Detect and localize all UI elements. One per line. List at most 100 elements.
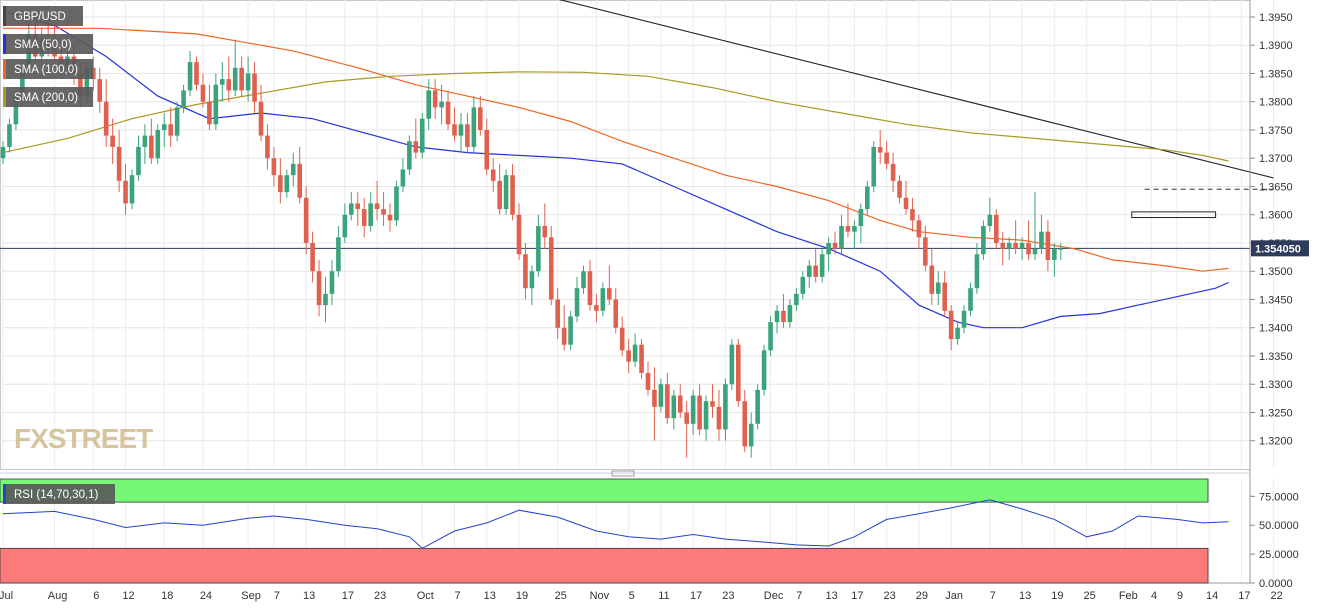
candle-body: [665, 384, 670, 419]
legend-swatch: [3, 6, 6, 26]
candle: [310, 231, 315, 283]
candle: [419, 113, 425, 159]
candle: [490, 158, 496, 193]
candle: [626, 339, 631, 373]
candle-body: [529, 271, 535, 289]
x-tick-label: Nov: [590, 590, 610, 602]
candle: [484, 118, 490, 176]
candle: [478, 96, 483, 136]
candle: [994, 209, 999, 249]
candle: [232, 39, 238, 97]
rsi-legend-box: [3, 484, 115, 504]
candle-body: [490, 169, 496, 181]
candle: [271, 146, 277, 187]
candle-body: [478, 107, 483, 130]
candle-body: [736, 344, 741, 402]
candle: [677, 384, 683, 419]
candle: [981, 220, 986, 260]
candle: [968, 282, 973, 317]
candle-body: [897, 180, 902, 198]
candle: [594, 293, 599, 323]
candle-body: [910, 209, 915, 221]
candle-body: [613, 299, 619, 328]
x-tick-label: 13: [303, 590, 315, 602]
candle-body: [342, 214, 348, 238]
candle-body: [981, 226, 986, 255]
candle-body: [103, 101, 109, 136]
x-tick-label: Sep: [241, 590, 261, 602]
candle: [697, 384, 702, 436]
candle-body: [639, 344, 644, 373]
candle: [239, 56, 244, 97]
rsi-legend-entry: RSI (14,70,30,1): [3, 484, 115, 504]
candle-body: [252, 73, 257, 102]
x-tick-label: 25: [1083, 590, 1095, 602]
candle-body: [432, 90, 438, 108]
candle-body: [349, 203, 354, 215]
x-tick-label: 17: [690, 590, 702, 602]
candle-body: [832, 242, 838, 249]
candle: [845, 203, 851, 238]
y-tick-label: 1.3650: [1259, 181, 1293, 193]
candle-body: [207, 101, 212, 125]
candle-body: [794, 293, 799, 306]
candle: [574, 276, 580, 323]
sma-line: [2, 10, 1229, 329]
candle: [813, 248, 818, 283]
candle: [613, 288, 619, 334]
candle-body: [903, 197, 909, 210]
candle-body: [948, 310, 954, 340]
legend-box: [3, 34, 93, 54]
candle-body: [729, 344, 735, 385]
candle: [432, 79, 438, 119]
candle-body: [542, 226, 548, 238]
y-tick-label: 1.3800: [1259, 97, 1293, 109]
x-tick-label: 6: [93, 590, 99, 602]
candle: [349, 192, 354, 221]
candle-body: [561, 327, 567, 345]
rsi-line: [2, 499, 1229, 549]
candle-body: [748, 423, 754, 447]
candle: [91, 56, 96, 91]
candle-body: [761, 350, 767, 390]
candle-body: [465, 124, 470, 147]
candle-body: [961, 310, 967, 328]
y-tick-label: 1.3850: [1259, 68, 1293, 80]
candle: [439, 84, 444, 125]
candle: [987, 197, 993, 232]
candle: [736, 339, 741, 407]
candle-body: [1032, 248, 1038, 255]
candle-body: [652, 389, 657, 407]
candle-body: [955, 327, 960, 340]
candle: [806, 259, 812, 289]
candle-body: [149, 135, 154, 159]
candle-body: [394, 186, 399, 221]
candle-body: [619, 327, 625, 351]
x-tick-label: 19: [516, 590, 528, 602]
candle: [1000, 231, 1006, 266]
candle: [336, 226, 341, 277]
candle: [658, 378, 664, 413]
candle: [865, 180, 870, 215]
x-tick-label: 4: [1151, 590, 1157, 602]
x-tick-label: 11: [658, 590, 669, 602]
candle: [110, 118, 115, 164]
candle: [607, 265, 612, 306]
candle: [284, 169, 290, 198]
candle-body: [568, 316, 573, 345]
candle: [387, 203, 393, 232]
candle-body: [594, 305, 599, 311]
candle: [265, 124, 270, 170]
candle: [542, 203, 548, 249]
y-tick-label: 1.3400: [1259, 323, 1293, 335]
candle-body: [161, 124, 167, 130]
watermark-layer: FXSTREET: [14, 423, 154, 454]
candle: [207, 84, 212, 130]
candle-body: [97, 79, 103, 102]
y-tick-label: 1.3250: [1259, 407, 1293, 419]
x-tick-label: Aug: [48, 590, 68, 602]
candle-body: [626, 350, 631, 362]
legend-box: [3, 87, 93, 107]
